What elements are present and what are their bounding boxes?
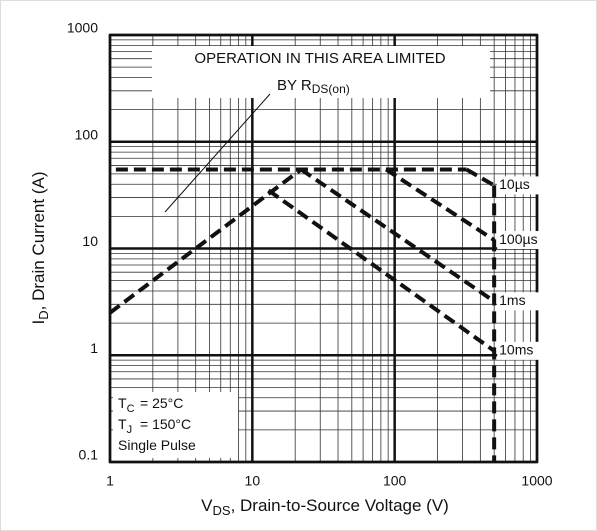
x-tick-label: 100 xyxy=(383,473,407,489)
y-axis-label-sub: D xyxy=(36,310,51,319)
x-tick-label: 1000 xyxy=(521,473,552,489)
conditions-box xyxy=(113,392,238,458)
condition: T xyxy=(118,395,127,411)
condition: TC = 25°C xyxy=(118,395,183,415)
condition: T xyxy=(118,416,127,432)
series-line xyxy=(384,167,496,242)
x-tick-label: 1 xyxy=(106,473,114,489)
y-axis-label: , Drain Current (A) xyxy=(29,172,48,311)
series-label: 10ms xyxy=(499,342,533,358)
annotation-pointer xyxy=(164,93,271,213)
condition: TJ = 150°C xyxy=(118,416,191,436)
x-axis-label-sub: DS xyxy=(213,503,231,518)
annotation: OPERATION IN THIS AREA LIMITED xyxy=(194,50,445,67)
series-label: 100µs xyxy=(499,231,537,247)
series-label: 1ms xyxy=(499,292,525,308)
y-tick-label: 1 xyxy=(90,340,98,356)
x-axis-label: , Drain-to-Source Voltage (V) xyxy=(231,496,449,515)
annotation-sub: DS(on) xyxy=(312,82,350,96)
condition-sub: J xyxy=(127,424,133,436)
x-axis-label: V xyxy=(201,496,213,515)
x-axis-label: VDS, Drain-to-Source Voltage (V) xyxy=(201,496,449,518)
series-label-bg xyxy=(497,292,542,311)
grid xyxy=(108,33,539,464)
annotation: BY R xyxy=(277,77,312,94)
condition-sub: C xyxy=(127,403,135,415)
series-line xyxy=(299,167,496,303)
annotation-box xyxy=(152,46,490,98)
y-axis-label: ID, Drain Current (A) xyxy=(29,172,51,325)
y-tick-label: 100 xyxy=(75,126,99,142)
y-tick-label: 1000 xyxy=(67,20,98,36)
y-axis-label: I xyxy=(29,320,48,325)
annotation: BY RDS(on) xyxy=(277,77,350,96)
condition: Single Pulse xyxy=(118,437,196,453)
x-tick-label: 10 xyxy=(245,473,261,489)
series-label-bg xyxy=(497,341,542,360)
series-label-bg xyxy=(497,176,542,195)
condition: = 150°C xyxy=(140,416,191,432)
series-label-bg xyxy=(497,231,542,250)
series-line xyxy=(465,167,496,188)
series-label: 10µs xyxy=(499,176,530,192)
marks xyxy=(108,167,497,462)
condition: = 25°C xyxy=(140,395,183,411)
y-tick-label: 10 xyxy=(82,233,98,249)
condition: Single Pulse xyxy=(118,437,196,453)
y-tick-label: 0.1 xyxy=(79,447,99,463)
series-line xyxy=(267,188,496,353)
